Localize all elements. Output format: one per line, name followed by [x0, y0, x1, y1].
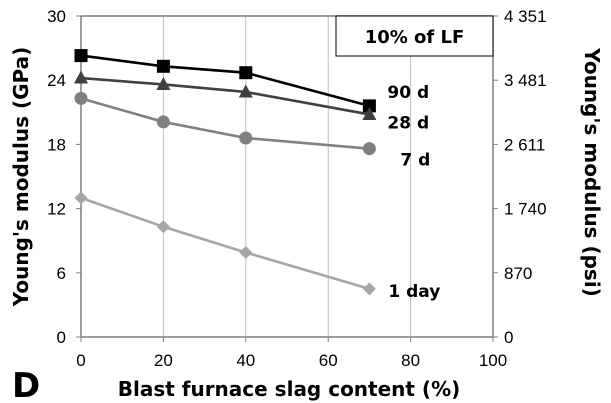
data-point-triangle	[238, 84, 253, 98]
series-3	[74, 91, 376, 156]
series-label: 28 d	[387, 113, 429, 133]
data-point-circle	[239, 131, 253, 145]
y-left-tick-label: 6	[57, 264, 66, 283]
y-right-tick-label: 0	[504, 328, 513, 347]
data-point-diamond	[362, 282, 376, 296]
y-right-tick-labels: 0 870 1 740 2 611 3 481 4 351	[493, 7, 547, 347]
y-axis-right-title: Young's modulus (psi)	[580, 47, 604, 297]
series-group	[74, 49, 377, 296]
legend-box-label: 10% of LF	[365, 27, 465, 48]
y-left-tick-label: 18	[47, 135, 66, 154]
series-label: 7 d	[400, 151, 430, 171]
data-point-triangle	[156, 76, 171, 90]
plot-area	[81, 16, 493, 337]
x-axis-title: Blast furnace slag content (%)	[118, 377, 461, 401]
data-point-circle	[74, 91, 88, 105]
series-label: 1 day	[388, 282, 440, 302]
series-line	[80, 196, 370, 291]
legend-box: 10% of LF	[335, 15, 494, 57]
data-point-diamond	[239, 245, 253, 259]
series-2	[74, 70, 377, 120]
data-point-diamond	[156, 220, 170, 234]
y-right-tick-label: 2 611	[504, 135, 545, 154]
y-right-tick-label: 3 481	[504, 71, 547, 90]
y-right-tick-label: 1 740	[504, 200, 547, 219]
data-point-diamond	[74, 191, 88, 205]
data-point-square	[74, 49, 88, 63]
series-4	[74, 191, 376, 296]
y-right-tick-label: 4 351	[504, 7, 547, 26]
panel-label: D	[12, 366, 40, 403]
data-point-square	[362, 99, 376, 113]
series-line	[80, 54, 370, 108]
data-point-square	[156, 59, 170, 73]
x-tick-label: 100	[479, 351, 507, 370]
data-point-circle	[156, 115, 170, 129]
series-1	[74, 49, 376, 113]
series-line	[80, 76, 370, 116]
x-tick-label: 40	[236, 351, 255, 370]
x-tick-label: 60	[319, 351, 338, 370]
x-tick-label: 0	[76, 351, 85, 370]
y-axis-left-title: Young's modulus (GPa)	[9, 47, 33, 308]
data-point-circle	[362, 142, 376, 156]
data-point-square	[239, 66, 253, 80]
series-label: 90 d	[387, 83, 429, 103]
data-point-triangle	[362, 106, 377, 120]
series-line	[80, 97, 370, 150]
y-left-tick-label: 24	[47, 71, 66, 90]
y-left-tick-label: 0	[57, 328, 66, 347]
x-tick-label: 80	[401, 351, 420, 370]
x-tick-label: 20	[154, 351, 173, 370]
y-left-tick-label: 12	[47, 200, 66, 219]
data-point-triangle	[74, 70, 88, 84]
series-labels: 90 d 28 d 7 d 1 day	[387, 83, 440, 302]
x-tick-labels: 0 20 40 60 80 100	[76, 337, 507, 370]
y-left-tick-labels: 0 6 12 18 24 30	[47, 7, 81, 347]
y-left-tick-label: 30	[47, 7, 66, 26]
y-right-tick-label: 870	[504, 264, 532, 283]
